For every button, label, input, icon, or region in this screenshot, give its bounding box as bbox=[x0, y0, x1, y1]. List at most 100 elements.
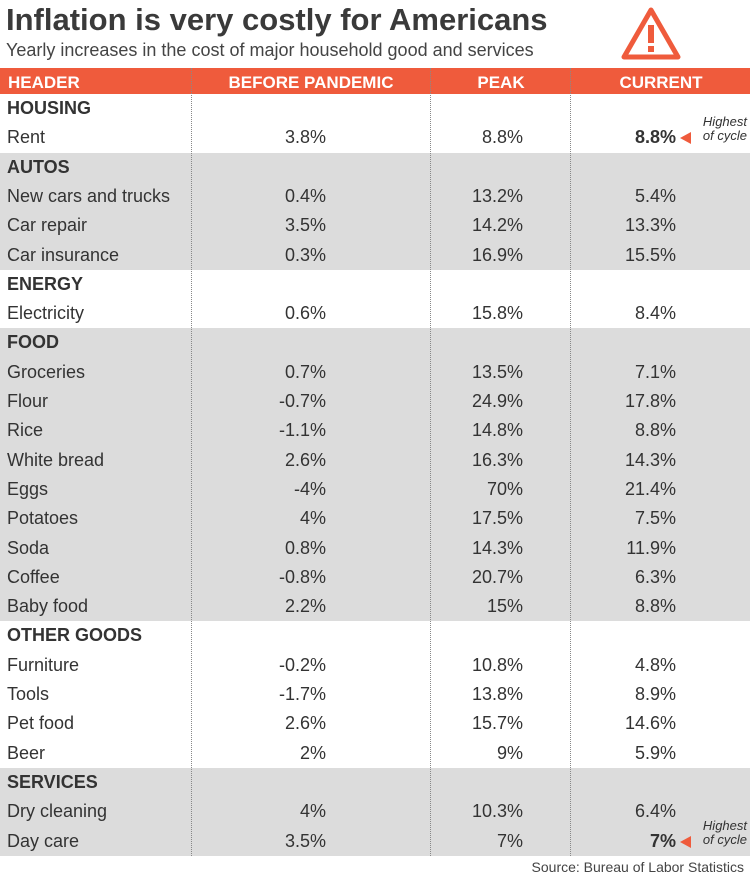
before-value: -4% bbox=[293, 478, 326, 499]
note: of cycle bbox=[702, 831, 747, 847]
peak-value: 7% bbox=[496, 830, 523, 851]
row-label: Groceries bbox=[7, 361, 86, 382]
before-value: 4% bbox=[299, 508, 326, 529]
peak-value: 10.3% bbox=[471, 801, 523, 822]
group-background bbox=[0, 767, 750, 856]
before-value: -1.7% bbox=[278, 684, 326, 704]
group-name: SERVICES bbox=[7, 771, 98, 792]
before-value: -0.8% bbox=[278, 566, 326, 587]
before-value: 2.6% bbox=[284, 713, 326, 734]
current-value: 14.3% bbox=[624, 449, 676, 470]
peak-value: 17.5% bbox=[471, 508, 523, 529]
peak-value: 20.7% bbox=[471, 566, 523, 587]
peak-value: 70% bbox=[486, 478, 523, 499]
column-separator bbox=[430, 68, 431, 856]
current-value: 6.4% bbox=[634, 801, 676, 822]
current-value: 8.8% bbox=[634, 596, 676, 617]
row-label: Soda bbox=[7, 537, 50, 558]
peak-value: 8.8% bbox=[481, 127, 523, 148]
before-value: -1.1% bbox=[278, 420, 326, 441]
peak-value: 15% bbox=[486, 596, 523, 617]
group-name: AUTOS bbox=[7, 156, 70, 177]
row-label: Rice bbox=[7, 420, 44, 441]
row-label: Car insurance bbox=[7, 244, 120, 265]
current-value: 14.6% bbox=[624, 713, 676, 734]
peak-value: 16.3% bbox=[471, 449, 523, 470]
column-header: BEFORE PANDEMIC bbox=[228, 73, 394, 92]
peak-value: 14.3% bbox=[471, 537, 523, 558]
current-value: 7% bbox=[649, 830, 676, 851]
pointer bbox=[680, 835, 691, 848]
row-label: Pet food bbox=[7, 713, 75, 734]
column-header: CURRENT bbox=[619, 73, 703, 92]
row-label: Eggs bbox=[7, 478, 49, 499]
title: Inflation is very costly for Americans bbox=[6, 2, 548, 37]
row-label: Beer bbox=[7, 742, 46, 763]
current-value: 8.8% bbox=[634, 420, 676, 441]
row-label: White bread bbox=[7, 449, 105, 470]
current-value: 13.3% bbox=[624, 215, 676, 236]
before-value: 2% bbox=[299, 742, 326, 763]
peak-value: 15.8% bbox=[471, 303, 523, 324]
peak-value: 9% bbox=[496, 742, 523, 763]
current-value: 15.5% bbox=[624, 244, 676, 265]
row-label: Dry cleaning bbox=[7, 801, 108, 822]
before-value: -0.2% bbox=[278, 654, 326, 675]
row-label: Rent bbox=[7, 127, 46, 148]
warning-icon bbox=[621, 7, 681, 60]
row-label: Day care bbox=[7, 830, 80, 851]
before-value: 3.5% bbox=[284, 215, 326, 236]
before-value: 4% bbox=[299, 801, 326, 822]
current-value: 4.8% bbox=[634, 654, 676, 675]
before-value: 0.8% bbox=[284, 537, 326, 558]
before-value: 2.2% bbox=[284, 596, 326, 617]
current-value: 8.9% bbox=[634, 684, 676, 704]
header-row bbox=[0, 68, 750, 94]
group-name: OTHER GOODS bbox=[7, 625, 143, 646]
peak-value: 14.8% bbox=[471, 420, 523, 441]
before-value: 3.8% bbox=[284, 127, 326, 148]
note: of cycle bbox=[702, 128, 747, 144]
before-value: 3.5% bbox=[284, 830, 326, 851]
group-name: HOUSING bbox=[7, 98, 92, 118]
peak-value: 13.5% bbox=[471, 361, 523, 382]
current-value: 7.1% bbox=[634, 361, 676, 382]
group-name: ENERGY bbox=[7, 273, 84, 294]
peak-value: 24.9% bbox=[471, 391, 523, 411]
peak-value: 13.8% bbox=[471, 684, 523, 704]
before-value: 0.7% bbox=[284, 361, 326, 382]
row-label: Electricity bbox=[7, 303, 85, 324]
before-value: 0.3% bbox=[284, 244, 326, 265]
row-label: Coffee bbox=[7, 566, 60, 587]
before-value: 2.6% bbox=[284, 449, 326, 470]
peak-value: 14.2% bbox=[471, 215, 523, 236]
group-background bbox=[0, 152, 750, 270]
current-value: 11.9% bbox=[626, 537, 676, 558]
note: Highest bbox=[702, 114, 747, 130]
source: Source: Bureau of Labor Statistics bbox=[531, 859, 744, 875]
pointer bbox=[680, 132, 691, 145]
current-value: 6.3% bbox=[634, 566, 676, 587]
row-label: New cars and trucks bbox=[7, 185, 171, 206]
row-label: Potatoes bbox=[7, 508, 79, 529]
peak-value: 10.8% bbox=[471, 654, 523, 675]
row-label: Tools bbox=[7, 684, 50, 704]
column-separator bbox=[191, 68, 192, 856]
peak-value: 15.7% bbox=[471, 713, 523, 734]
current-value: 5.4% bbox=[634, 185, 676, 206]
current-value: 5.9% bbox=[634, 742, 676, 763]
peak-value: 16.9% bbox=[471, 244, 523, 265]
row-label: Furniture bbox=[7, 654, 80, 675]
current-value: 8.8% bbox=[634, 127, 676, 148]
peak-value: 13.2% bbox=[471, 185, 523, 206]
before-value: -0.7% bbox=[278, 391, 326, 411]
row-label: Baby food bbox=[7, 596, 89, 617]
group-name: FOOD bbox=[7, 332, 59, 353]
before-value: 0.6% bbox=[284, 303, 326, 324]
column-header: HEADER bbox=[8, 73, 80, 92]
column-separator bbox=[570, 68, 571, 856]
group-background bbox=[0, 328, 750, 622]
row-label: Car repair bbox=[7, 215, 88, 236]
column-header: PEAK bbox=[477, 73, 525, 92]
current-value: 7.5% bbox=[634, 508, 676, 529]
